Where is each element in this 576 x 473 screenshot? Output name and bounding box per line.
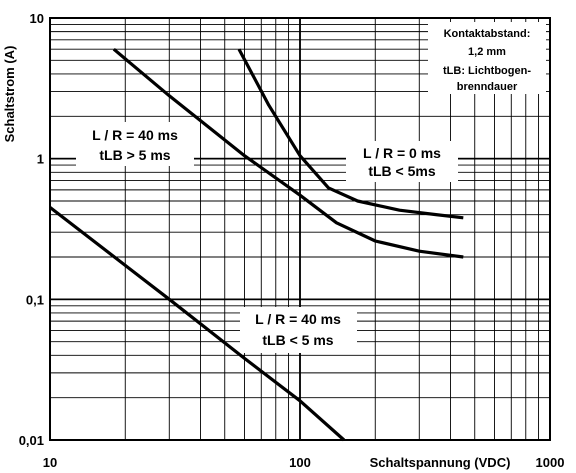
annotation-lr40-tlb-gt5-line2: tLB > 5 ms [99, 147, 170, 163]
x-tick-label: 10 [43, 455, 57, 470]
series-line-1 [112, 47, 464, 259]
annotation-contact-gap-line4: brenndauer [457, 81, 518, 93]
annotation-contact-gap: Kontaktabstand: 1,2 mm tLB: Lichtbogen- … [428, 22, 546, 94]
series-line-3 [49, 206, 346, 442]
annotation-lr40-tlb-lt5-line1: L / R = 40 ms [255, 311, 341, 327]
annotation-lr40-tlb-lt5-line2: tLB < 5 ms [262, 332, 333, 348]
series-group [49, 47, 464, 442]
y-tick-label: 10 [30, 11, 44, 26]
annotation-lr40-tlb-gt5-line1: L / R = 40 ms [92, 127, 178, 143]
y-tick-label: 0,1 [26, 292, 44, 307]
x-tick-label: 100 [289, 455, 311, 470]
annotation-lr0-tlb-lt5: L / R = 0 ms tLB < 5ms [346, 141, 458, 182]
annotation-lr40-tlb-gt5: L / R = 40 ms tLB > 5 ms [76, 122, 194, 166]
series-line-2 [237, 48, 464, 220]
x-axis-label: Schaltspannung (VDC) [370, 455, 511, 470]
annotation-lr40-tlb-lt5: L / R = 40 ms tLB < 5 ms [240, 307, 357, 353]
annotation-lr0-tlb-lt5-line1: L / R = 0 ms [363, 145, 441, 161]
annotation-contact-gap-line1: Kontaktabstand: [444, 28, 531, 40]
tick-labels: 10 100 1000 10 1 0,1 0,01 [19, 11, 565, 470]
y-tick-label: 0,01 [19, 433, 44, 448]
annotation-contact-gap-line2: 1,2 mm [468, 46, 506, 58]
y-axis-label: Schaltstrom (A) [2, 46, 17, 143]
plot-frame [49, 17, 551, 441]
annotation-contact-gap-line3: tLB: Lichtbogen- [443, 65, 531, 77]
annotation-lr0-tlb-lt5-line2: tLB < 5ms [368, 163, 436, 179]
y-tick-label: 1 [37, 152, 44, 167]
x-tick-label: 1000 [536, 455, 565, 470]
